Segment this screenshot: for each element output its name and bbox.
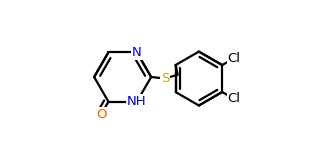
Text: Cl: Cl (228, 52, 241, 65)
Text: S: S (161, 72, 169, 85)
Text: O: O (96, 108, 106, 121)
Text: Cl: Cl (228, 92, 241, 105)
Text: N: N (132, 46, 142, 59)
Text: NH: NH (127, 95, 147, 108)
